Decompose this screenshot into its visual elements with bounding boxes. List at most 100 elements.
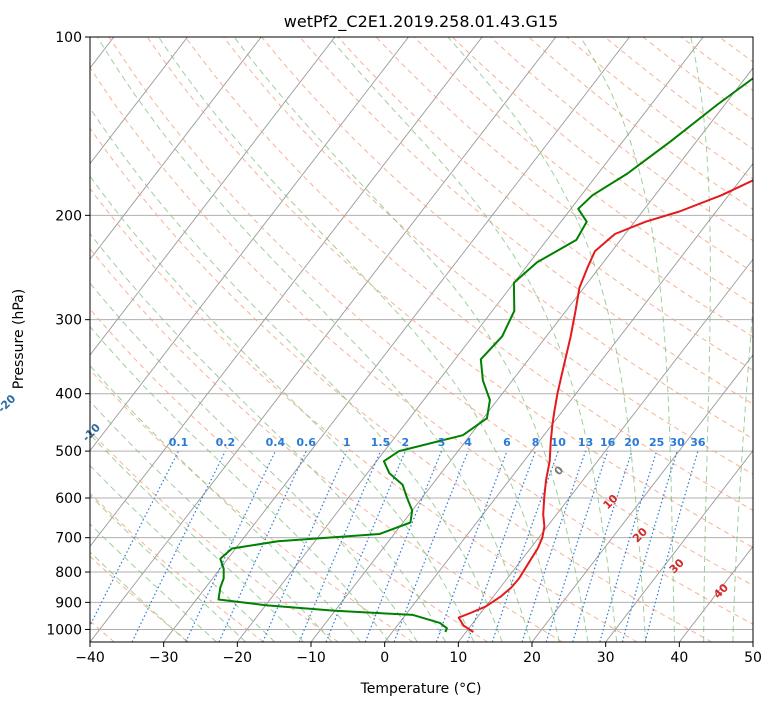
moist-adiabat-line (732, 300, 753, 642)
mixing-ratio-line (521, 450, 587, 642)
dry-adiabat-line (758, 37, 775, 642)
mixing-ratio-label: 1 (343, 436, 351, 449)
x-tick-label: 30 (597, 650, 615, 666)
moist-adiabat-line (90, 400, 333, 642)
moist-adiabat-label: 40 (711, 581, 731, 601)
y-tick-label: 700 (55, 531, 82, 547)
mixing-ratio-label: 10 (551, 436, 567, 449)
dry-adiabat-line (90, 187, 638, 642)
mixing-ratio-line (325, 450, 406, 642)
dry-adiabat-label: -10 (80, 421, 103, 444)
y-tick-label: 300 (55, 313, 82, 329)
mixing-ratio-line (298, 450, 382, 642)
x-tick-label: 0 (380, 650, 389, 666)
moist-adiabat-line (90, 494, 247, 642)
dry-adiabat-line (90, 555, 190, 642)
y-tick-label: 1000 (46, 622, 82, 638)
x-tick-label: 20 (523, 650, 541, 666)
mixing-ratio-label: 0.1 (169, 436, 189, 449)
moist-adiabat-line (90, 365, 361, 642)
mixing-ratio-line (491, 450, 559, 642)
isotherm-line (531, 354, 753, 642)
dry-adiabat-line (90, 430, 339, 642)
mixing-ratio-line (90, 450, 180, 628)
mixing-ratio-label: 30 (669, 436, 685, 449)
isotherm-line (384, 162, 753, 642)
dry-adiabat-line (413, 37, 753, 305)
moist-adiabat-line (90, 551, 188, 642)
dry-adiabat-line (90, 308, 488, 642)
mixing-ratio-label: 0.4 (266, 436, 286, 449)
mixing-ratio-label: 8 (532, 436, 540, 449)
x-tick-label: −40 (75, 650, 105, 666)
x-tick-label: 10 (449, 650, 467, 666)
isotherm-line (90, 37, 557, 642)
y-axis-ticks: 100 200 300 400 500 600 700 800 900 1000 (46, 30, 90, 638)
mixing-ratio-line (218, 450, 307, 642)
y-axis-label: Pressure (hPa) (11, 289, 27, 389)
moist-adiabat-line (90, 523, 217, 642)
mixing-ratio-line (435, 450, 508, 642)
y-tick-label: 600 (55, 491, 82, 507)
isotherm-line (605, 449, 753, 642)
mixing-ratio-label: 2 (402, 436, 410, 449)
isotherm-line (90, 37, 188, 165)
moist-adiabat-line (158, 37, 560, 642)
mixing-ratio-line (545, 450, 609, 642)
moist-adiabat-line (328, 37, 618, 642)
mixing-ratio-label: 1.5 (371, 436, 391, 449)
isotherm-line (90, 37, 409, 452)
mixing-ratio-line (572, 450, 633, 642)
mixing-ratio-line (393, 450, 469, 642)
dry-adiabat-line (680, 37, 753, 92)
isotherm-line (163, 37, 630, 642)
mixing-ratio-label: 13 (578, 436, 593, 449)
isotherm-line (457, 258, 753, 642)
dry-adiabat-line (90, 247, 563, 642)
moist-adiabat-line (233, 37, 589, 642)
x-tick-label: 40 (670, 650, 688, 666)
x-tick-label: 50 (744, 650, 762, 666)
mixing-ratio-line (466, 450, 537, 642)
mixing-ratio-label: 20 (624, 436, 640, 449)
profile-lines (217, 77, 753, 633)
y-tick-label: 500 (55, 444, 82, 460)
dry-adiabat-label: -20 (0, 392, 19, 415)
moist-adiabat-line (690, 37, 711, 642)
y-tick-label: 900 (55, 595, 82, 611)
moist-adiabat-line (90, 175, 475, 642)
dry-adiabat-line (90, 369, 414, 642)
x-tick-label: −30 (149, 650, 179, 666)
line-labels: 0.1 0.2 0.4 0.6 1 1.5 2 3 4 6 8 10 13 16 20 25 30 36 -10 0 -… (0, 392, 731, 601)
dewpoint-profile-line (217, 77, 753, 633)
dry-adiabat-line (528, 37, 753, 211)
mixing-ratio-line (364, 450, 443, 642)
mixing-ratio-label: 4 (464, 436, 472, 449)
mixing-ratio-label: 3 (438, 436, 446, 449)
mixing-ratio-label: 0.2 (216, 436, 236, 449)
moist-adiabat-line (90, 325, 390, 642)
dry-adiabat-line (184, 37, 753, 512)
isotherm-line (90, 37, 483, 548)
moist-adiabat-line (90, 107, 503, 642)
mixing-ratio-line (644, 450, 699, 642)
y-tick-label: 200 (55, 208, 82, 224)
isotherm-line (752, 641, 753, 642)
mixing-ratio-line (621, 450, 678, 642)
isotherm-line (236, 37, 704, 642)
x-axis-ticks: −40 −30 −20 −10 0 10 20 30 40 50 (75, 642, 762, 666)
moist-adiabat-line (90, 232, 447, 642)
dry-adiabat-line (375, 37, 753, 338)
y-tick-label: 400 (55, 387, 82, 403)
mixing-ratio-line (131, 450, 226, 642)
mixing-ratio-line (599, 450, 658, 642)
mixing-ratio-label: 6 (503, 436, 511, 449)
dry-adiabat-line (108, 37, 753, 586)
temperature-profile-line (457, 179, 753, 633)
isotherm-line (90, 37, 336, 356)
moist-adiabat-label: 10 (601, 492, 621, 512)
mixing-ratio-line (262, 450, 348, 642)
isotherm-line (90, 37, 262, 261)
moist-adiabat-label: 0 (552, 463, 567, 478)
